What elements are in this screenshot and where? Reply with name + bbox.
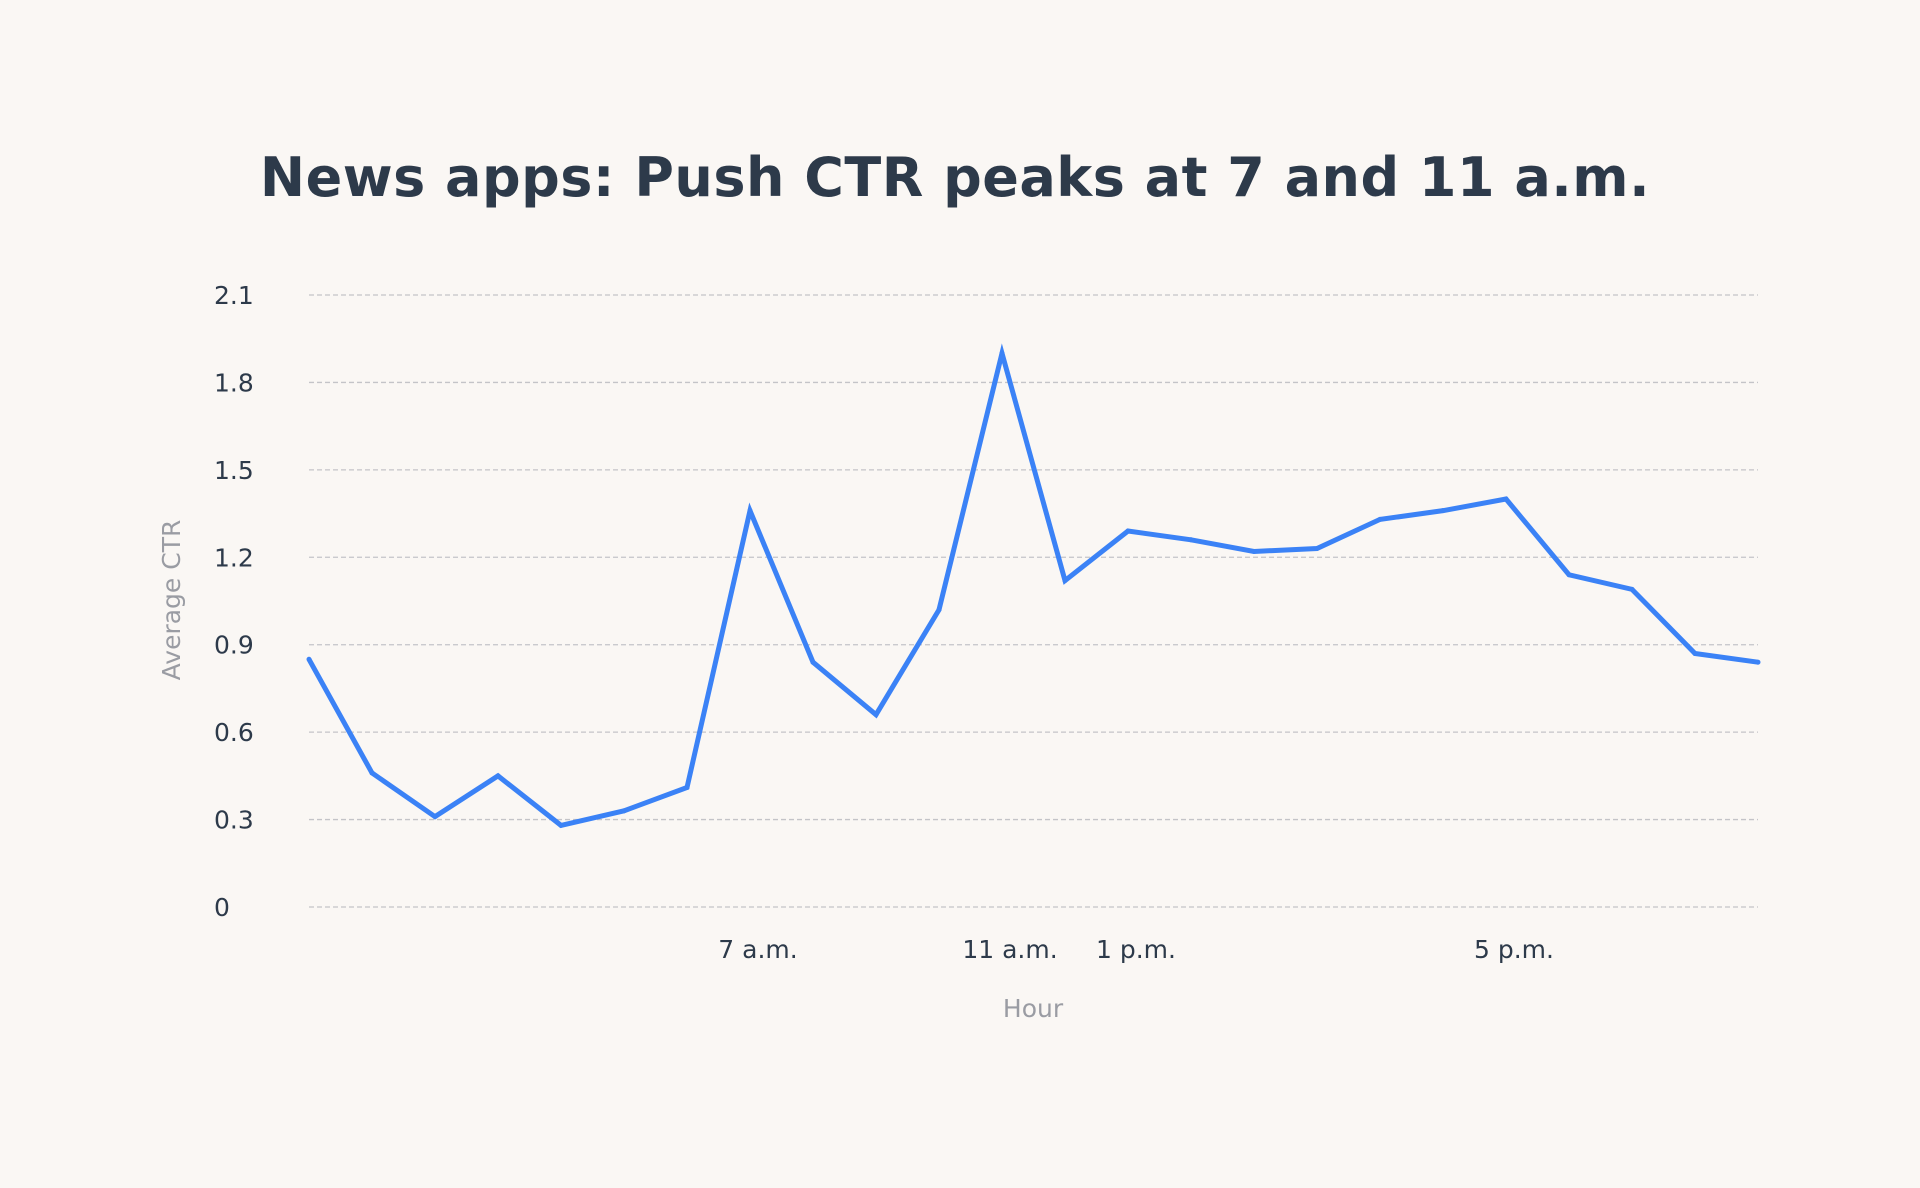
y-tick-label: 2.1 bbox=[214, 281, 254, 310]
y-axis-label: Average CTR bbox=[157, 520, 186, 681]
data-point bbox=[558, 822, 564, 828]
data-point bbox=[747, 508, 753, 514]
y-tick-label: 0.3 bbox=[214, 806, 254, 835]
y-tick-label: 1.8 bbox=[214, 368, 254, 397]
data-point bbox=[1377, 516, 1383, 522]
y-tick-label: 1.5 bbox=[214, 456, 254, 485]
data-point bbox=[1566, 572, 1572, 578]
data-point bbox=[621, 808, 627, 814]
data-point bbox=[369, 770, 375, 776]
y-tick-label: 1.2 bbox=[214, 543, 254, 572]
data-point bbox=[1755, 659, 1761, 665]
series-line bbox=[306, 343, 1759, 829]
chart-title: News apps: Push CTR peaks at 7 and 11 a.… bbox=[259, 146, 1651, 209]
data-point bbox=[1062, 578, 1068, 584]
y-tick-label: 0.6 bbox=[214, 718, 254, 747]
data-point bbox=[1188, 537, 1194, 543]
data-point bbox=[306, 656, 312, 662]
x-axis-label: Hour bbox=[1003, 994, 1064, 1023]
data-point bbox=[810, 659, 816, 665]
data-point bbox=[495, 773, 501, 779]
data-point bbox=[936, 607, 942, 613]
data-point bbox=[1314, 546, 1320, 552]
data-point bbox=[432, 814, 438, 820]
x-tick-label: 5 p.m. bbox=[1474, 935, 1554, 964]
data-point bbox=[1251, 548, 1257, 554]
x-tick-label: 11 a.m. bbox=[962, 935, 1057, 964]
data-point bbox=[1629, 586, 1635, 592]
y-tick-label: 0.9 bbox=[214, 631, 254, 660]
data-point bbox=[1440, 508, 1446, 514]
x-tick-label: 1 p.m. bbox=[1096, 935, 1176, 964]
y-tick-label: 0 bbox=[214, 893, 230, 922]
data-point bbox=[873, 712, 879, 718]
data-point bbox=[999, 350, 1005, 356]
data-point bbox=[1125, 528, 1131, 534]
data-point bbox=[1692, 650, 1698, 656]
data-point bbox=[1503, 496, 1509, 502]
x-tick-label: 7 a.m. bbox=[718, 935, 797, 964]
data-point bbox=[684, 785, 690, 791]
